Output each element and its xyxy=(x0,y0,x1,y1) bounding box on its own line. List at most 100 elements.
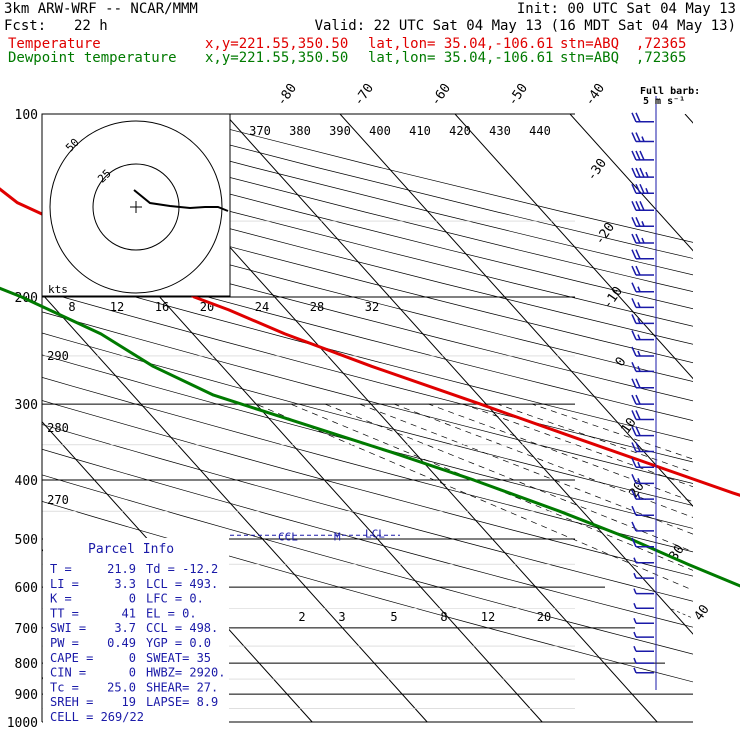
dewpoint-xy: x,y=221.55,350.50 xyxy=(205,50,349,66)
wind-barb-half xyxy=(637,334,641,340)
parcel-info-value: 0 xyxy=(129,592,136,606)
parcel-info-value: 25.0 xyxy=(107,680,136,694)
wind-barb-half xyxy=(645,171,649,178)
parcel-info-label: K = xyxy=(50,592,72,606)
wind-barb-flag xyxy=(631,489,637,500)
wind-barb-flag xyxy=(631,346,637,357)
parcel-levels: CCL M LCL xyxy=(230,527,400,543)
parcel-info-row: K = 0 LFC = 0. xyxy=(50,592,204,606)
dewpoint-latlon: lat,lon= 35.04,-106.61 xyxy=(368,50,554,66)
wind-barb-flag xyxy=(635,442,641,452)
mixing-ratio-label: 3 xyxy=(338,610,345,624)
wind-barb-flag xyxy=(635,216,641,227)
parcel-info-label: CAPE = xyxy=(50,651,93,665)
wind-barb-half xyxy=(637,302,641,308)
wind-barb-flag xyxy=(631,426,637,436)
parcel-info-value: 19 xyxy=(122,695,136,709)
wind-barb-half xyxy=(641,237,645,244)
wind-barb-flag xyxy=(631,537,637,548)
isotherm-line xyxy=(339,114,693,507)
lcl-label: LCL xyxy=(365,527,385,540)
isotherm-label: -10 xyxy=(600,284,626,312)
parcel-info-extra: CCL = 498. xyxy=(146,621,218,635)
theta-label: 400 xyxy=(369,124,391,138)
wind-barb-flag xyxy=(631,216,637,227)
isotherm-label: -80 xyxy=(274,81,300,109)
parcel-info-label: Tc = xyxy=(50,680,79,694)
wind-barb-flag xyxy=(631,132,637,142)
parcel-info-label: LI = xyxy=(50,577,79,591)
parcel-info-value: 21.9 xyxy=(107,562,136,576)
isotherm-line xyxy=(42,293,428,723)
wind-barb-flag xyxy=(639,200,645,211)
hodograph: 25 50 kts xyxy=(41,113,231,297)
parcel-info-value: 0 xyxy=(129,651,136,665)
parcel-info-row: SWI = 3.7 CCL = 498. xyxy=(50,621,218,635)
isotherm-label: 0 xyxy=(613,354,630,369)
wind-barb-half xyxy=(641,221,645,227)
wind-barb-half xyxy=(633,557,637,563)
wind-barb-flag xyxy=(631,521,637,532)
temperature-station: stn=ABQ ,72365 xyxy=(560,36,687,52)
wind-barb-flag xyxy=(639,183,645,194)
mixing-ratio-line xyxy=(669,607,693,619)
parcel-info-extra: LCL = 493. xyxy=(146,577,218,591)
parcel-info-row: CELL = 269/22 xyxy=(50,710,144,724)
mixing-ratio-label: 28 xyxy=(310,300,324,314)
parcel-info-row: TT = 41 EL = 0. xyxy=(50,606,197,620)
parcel-info-label: CELL = 269/22 xyxy=(50,710,144,724)
parcel-info-rows: T = 21.9 Td = -12.2 LI = 3.3 LCL = 493. K = 0 LF… xyxy=(50,562,225,724)
wind-barb-flag xyxy=(631,249,637,260)
theta-label: 280 xyxy=(47,421,69,435)
parcel-info-value: 3.3 xyxy=(114,577,136,591)
moist-adiabat-line xyxy=(462,403,693,488)
pressure-tick-label: 1000 xyxy=(7,716,38,731)
wind-barb-flag xyxy=(635,183,641,194)
wind-barb-flag xyxy=(631,298,637,308)
wind-barb-flag xyxy=(635,132,641,142)
wind-barb-half xyxy=(637,493,641,500)
parcel-info-extra: YGP = 0.0 xyxy=(146,636,211,650)
moist-adiabat-line xyxy=(290,403,693,571)
model-title: 3km ARW-WRF -- NCAR/MMM xyxy=(4,1,198,17)
parcel-info-row: CIN = 0 HWBZ= 2920. xyxy=(50,666,225,680)
wind-barb-flag xyxy=(635,233,641,244)
dewpoint-line xyxy=(0,286,740,588)
parcel-info-row: T = 21.9 Td = -12.2 xyxy=(50,562,218,576)
wind-barb-flag xyxy=(631,150,637,161)
parcel-info-row: CAPE = 0 SWEAT= 35 xyxy=(50,651,211,665)
wind-barb-flag xyxy=(631,112,637,123)
wind-barb-flag xyxy=(635,150,641,161)
wind-barb-half xyxy=(637,461,641,468)
wind-barb-half xyxy=(633,645,637,652)
pressure-tick-label: 600 xyxy=(15,581,38,596)
mixing-ratio-label: 16 xyxy=(155,300,169,314)
parcel-info-row: SREH = 19 LAPSE= 8.9 xyxy=(50,695,218,709)
wind-barb-half xyxy=(637,478,641,484)
wind-barb-flag xyxy=(631,505,637,516)
wind-barb-flag xyxy=(631,200,637,211)
wind-barb-half xyxy=(637,366,641,372)
m-label: M xyxy=(334,530,341,543)
wind-barb-flag xyxy=(631,442,637,452)
parcel-info-extra: EL = 0. xyxy=(146,606,197,620)
wind-barb-flag xyxy=(635,249,641,260)
parcel-info-extra: SWEAT= 35 xyxy=(146,651,211,665)
parcel-info-label: PW = xyxy=(50,636,79,650)
parcel-info-label: SWI = xyxy=(50,621,86,635)
moist-adiabat-line xyxy=(255,403,693,591)
hodograph-ring-outer xyxy=(49,120,223,294)
hodograph-center-mark xyxy=(130,201,142,213)
isotherm-label: -20 xyxy=(592,220,618,248)
dry-adiabat-line xyxy=(42,400,693,577)
wind-barb-flag xyxy=(631,362,637,372)
isotherm-label: -30 xyxy=(584,156,610,184)
mixing-ratio-label: 2 xyxy=(298,610,305,624)
parcel-info-panel: Parcel Info T = 21.9 Td = -12.2 LI = 3.3 LCL … xyxy=(43,538,229,726)
parcel-info-extra: SHEAR= 27. xyxy=(146,680,218,694)
theta-label: 270 xyxy=(47,493,69,507)
wind-barb-flag xyxy=(631,474,637,484)
theta-label: 290 xyxy=(47,349,69,363)
parcel-info-value: 3.7 xyxy=(114,621,136,635)
